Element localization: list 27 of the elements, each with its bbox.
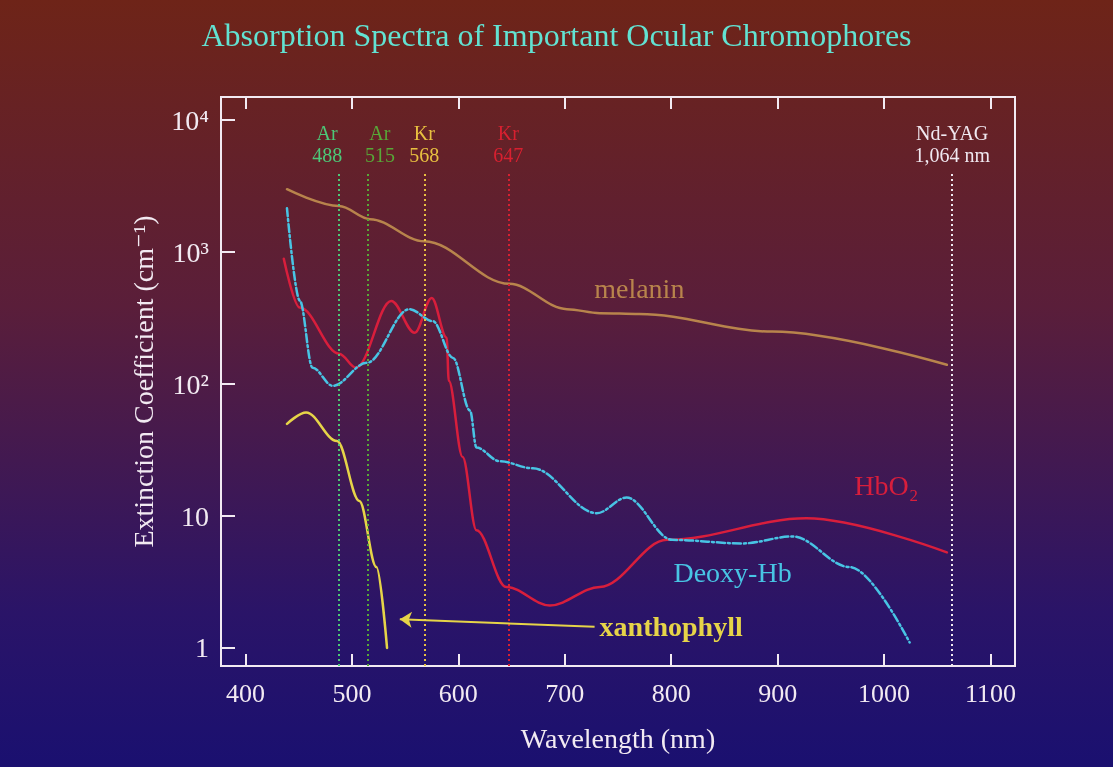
y-tick-label: 10⁴ [171,104,209,136]
x-tick-label: 600 [438,678,478,708]
series-label: melanin [594,273,685,305]
y-axis-title: Extinction Coefficient (cm⁻¹) [127,215,159,548]
ref-line-label: Ar 515 [364,121,395,166]
line-series [285,187,949,367]
series-label: HbO₂ [854,469,919,501]
text: xanthophyll [599,611,743,643]
x-tick-label: 1000 [858,678,911,708]
ref-line-label: Kr 568 [409,121,440,166]
x-tick-label: 900 [758,678,798,708]
y-tick-label: 10² [172,368,209,400]
x-tick-label: 800 [651,678,691,708]
ref-line-label: Nd-YAG 1,064 nm [914,121,991,166]
line-series [285,411,389,650]
y-tick-label: 1 [195,632,209,664]
x-axis-title: Wavelength (nm) [520,722,716,754]
y-tick-label: 10³ [172,236,209,268]
y-tick-label: 10 [181,500,209,532]
x-tick-label: 400 [225,678,265,708]
series-label: Deoxy-Hb [673,556,792,588]
ref-line-label: Ar 488 [312,121,343,166]
chart-title: Absorption Spectra of Important Ocular Chromophores [201,17,912,53]
x-tick-label: 1100 [965,678,1017,708]
x-tick-label: 500 [332,678,372,708]
x-tick-label: 700 [545,678,585,708]
ref-line-label: Kr 647 [493,121,524,166]
